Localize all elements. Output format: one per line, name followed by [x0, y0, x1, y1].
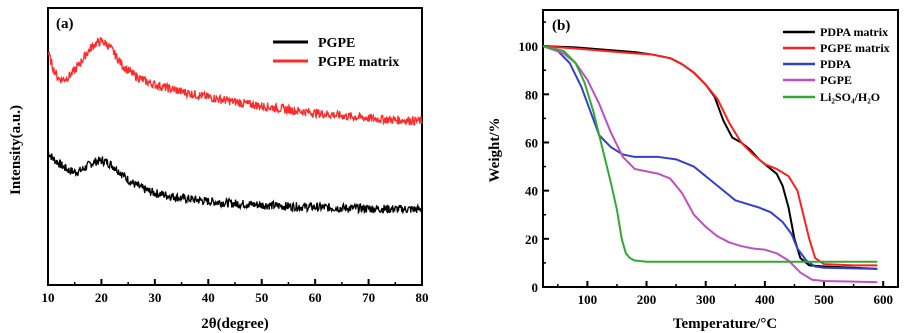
panel-b-y-tick-label-60: 60: [525, 135, 538, 150]
legend-label-pgpe: PGPE: [318, 36, 355, 51]
panel-a-xrd-chart: 10 20 30 40 50 60 70 80 (a) 2θ(degree) Intensit…: [8, 7, 429, 332]
panel-a-x-tick-label-30: 30: [148, 290, 161, 305]
panel-b-x-tick-label-200: 200: [637, 292, 657, 307]
panel-a-x-tick-label-80: 80: [416, 290, 429, 305]
panel-b-series-line-li-so-h-o: [542, 45, 878, 263]
panel-a-x-axis-title: 2θ(degree): [201, 316, 269, 332]
panel-b-x-axis-title: Temperature/°C: [673, 316, 777, 332]
panel-a-x-tick-label-10: 10: [42, 290, 55, 305]
panel-b-legend: PDPA matrix PGPE matrix PDPA PGPE Li₂SO₄…: [783, 25, 890, 104]
panel-b-x-tick-label-300: 300: [696, 292, 716, 307]
panel-b-y-tick-label-40: 40: [525, 184, 538, 199]
panel-a-legend: PGPE PGPE matrix: [273, 36, 399, 70]
panel-a-label: (a): [56, 16, 74, 32]
legend-label-pdpa-matrix: PDPA matrix: [820, 25, 888, 39]
panel-a-x-tick-label-70: 70: [362, 290, 375, 305]
panel-b-y-tick-label-100: 100: [519, 39, 539, 54]
panel-b-axes: 100 200 300 400 500 600 0 20 40 60 80 100: [519, 21, 893, 307]
panel-a-series-lines: [47, 36, 423, 215]
panel-a-x-axis: 10 20 30 40 50 60 70 80: [42, 279, 429, 305]
panel-a-x-tick-label-20: 20: [95, 290, 108, 305]
panel-a-plot-frame: [47, 7, 423, 286]
panel-a-series-line-pgpe-matrix: [47, 36, 423, 126]
panel-a-series-line-pgpe: [47, 151, 423, 215]
panel-b-x-tick-label-500: 500: [814, 292, 834, 307]
panel-b-tga-chart: 100 200 300 400 500 600 0 20 40 60 80 100 (b) Tempe…: [487, 9, 899, 332]
legend-label-pgpe-matrix-b: PGPE matrix: [820, 41, 890, 55]
panel-b-y-axis-title: Weight/%: [487, 117, 503, 182]
panel-b-label: (b): [552, 18, 570, 34]
panel-b-series-line-pdpa: [542, 45, 878, 270]
panel-a-x-tick-label-50: 50: [255, 290, 268, 305]
panel-b-series-lines: [542, 45, 878, 284]
panel-b-series-line-pgpe-matrix: [542, 45, 878, 267]
legend-label-li2so4-h2o: Li₂SO₄/H₂O: [820, 90, 880, 104]
panel-a-y-axis-title: Intensity(a.u.): [8, 105, 24, 195]
panel-a-x-tick-label-60: 60: [309, 290, 322, 305]
panel-b-y-tick-label-80: 80: [525, 87, 538, 102]
panel-a-x-tick-label-40: 40: [202, 290, 215, 305]
panel-b-x-tick-label-600: 600: [873, 292, 893, 307]
legend-label-pgpe-matrix: PGPE matrix: [318, 55, 399, 70]
panel-b-y-tick-label-20: 20: [525, 232, 538, 247]
panel-b-plot-frame: [542, 9, 899, 288]
panel-b-series-line-pgpe: [542, 45, 878, 284]
panel-b-x-tick-label-400: 400: [755, 292, 775, 307]
legend-label-pgpe-b: PGPE: [820, 73, 852, 87]
panel-b-y-tick-label-0: 0: [532, 280, 539, 295]
legend-label-pdpa: PDPA: [820, 57, 851, 71]
panel-b-x-tick-label-100: 100: [578, 292, 598, 307]
